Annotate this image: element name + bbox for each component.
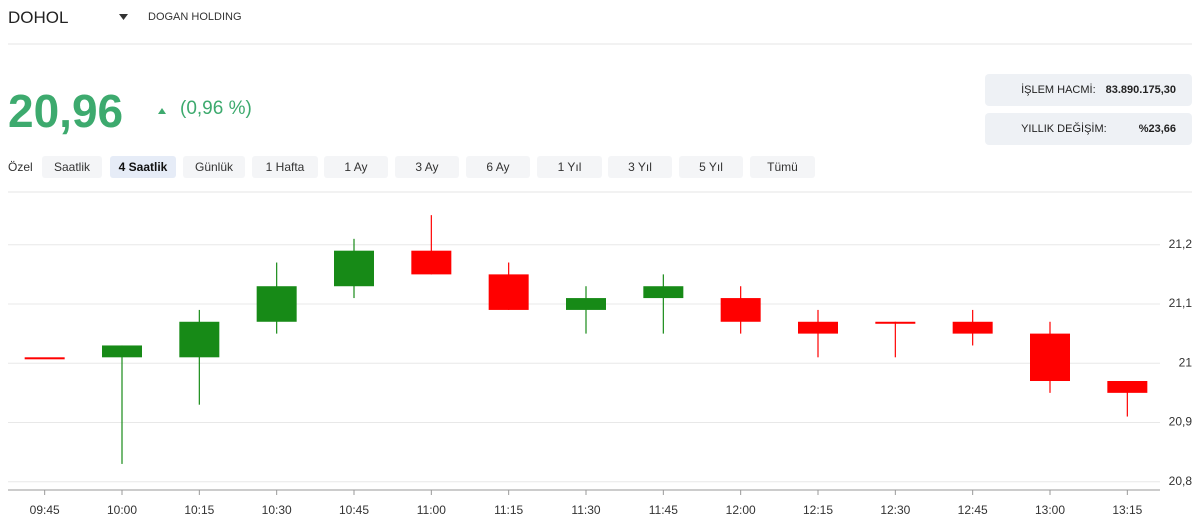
candle-body	[488, 274, 529, 310]
x-tick-label: 10:30	[262, 503, 292, 517]
candle-body	[952, 321, 993, 334]
symbol: DOHOL	[8, 8, 69, 27]
candle-body	[566, 298, 606, 310]
period-tab[interactable]: Tümü	[750, 156, 815, 178]
dropdown-icon	[119, 14, 128, 20]
x-tick-label: 11:15	[494, 503, 523, 517]
x-tick-label: 10:45	[339, 503, 369, 517]
company: DOGAN HOLDING	[148, 11, 242, 23]
candle-body	[102, 345, 142, 358]
x-tick-label: 11:30	[571, 503, 600, 517]
up-arrow	[158, 108, 166, 114]
period-tab[interactable]: 1 Hafta	[252, 156, 318, 178]
x-tick-label: 10:15	[184, 503, 214, 517]
stat-value: 83.890.175,30	[1105, 84, 1176, 96]
x-tick-label: 10:00	[107, 503, 137, 517]
y-tick-label: 21,1	[1169, 296, 1193, 310]
period-tab[interactable]: Özel	[8, 160, 33, 174]
candle-body	[875, 321, 916, 324]
period-tab[interactable]: 1 Yıl	[537, 156, 602, 178]
x-tick-label: 12:30	[880, 503, 910, 517]
price: 20,96	[8, 85, 124, 137]
period-tab[interactable]: 1 Ay	[324, 156, 388, 178]
x-tick-label: 13:00	[1035, 503, 1065, 517]
y-tick-label: 21	[1179, 355, 1193, 369]
period-tab[interactable]: Saatlik	[42, 156, 102, 178]
stat-box: İŞLEM HACMİ: 83.890.175,30	[985, 74, 1192, 106]
candle-body	[643, 286, 684, 299]
candle-body	[1107, 381, 1148, 393]
x-tick-label: 11:00	[417, 503, 446, 517]
x-tick-label: 12:45	[958, 503, 988, 517]
candle-body	[334, 250, 374, 287]
stat-value: %23,66	[1138, 123, 1176, 135]
period-tab[interactable]: 6 Ay	[466, 156, 530, 178]
period-tab[interactable]: Günlük	[183, 156, 245, 178]
candle-body	[798, 321, 838, 334]
x-tick-label: 12:15	[803, 503, 833, 517]
candle-body	[24, 357, 65, 360]
x-tick-label: 13:15	[1112, 503, 1142, 517]
y-tick-label: 21,2	[1169, 237, 1193, 251]
x-tick-label: 12:00	[726, 503, 756, 517]
x-tick-label: 11:45	[649, 503, 678, 517]
stat-label: YILLIK DEĞİŞİM:	[1021, 123, 1107, 135]
period-tab[interactable]: 4 Saatlik	[110, 156, 176, 178]
candle-body	[179, 321, 220, 358]
y-tick-label: 20,8	[1169, 474, 1193, 488]
period-tab[interactable]: 3 Ay	[395, 156, 459, 178]
y-tick-label: 20,9	[1169, 415, 1193, 429]
x-tick-label: 09:45	[30, 503, 60, 517]
period-tab[interactable]: 5 Yıl	[679, 156, 743, 178]
stat-box: YILLIK DEĞİŞİM: %23,66	[985, 113, 1192, 145]
price-change: (0,96 %)	[180, 98, 252, 119]
candle-body	[720, 298, 761, 322]
period-tab[interactable]: 3 Yıl	[608, 156, 672, 178]
candle-body	[1030, 333, 1070, 382]
candle-body	[411, 250, 452, 275]
candle-body	[256, 286, 297, 322]
stat-label: İŞLEM HACMİ:	[1021, 84, 1096, 96]
